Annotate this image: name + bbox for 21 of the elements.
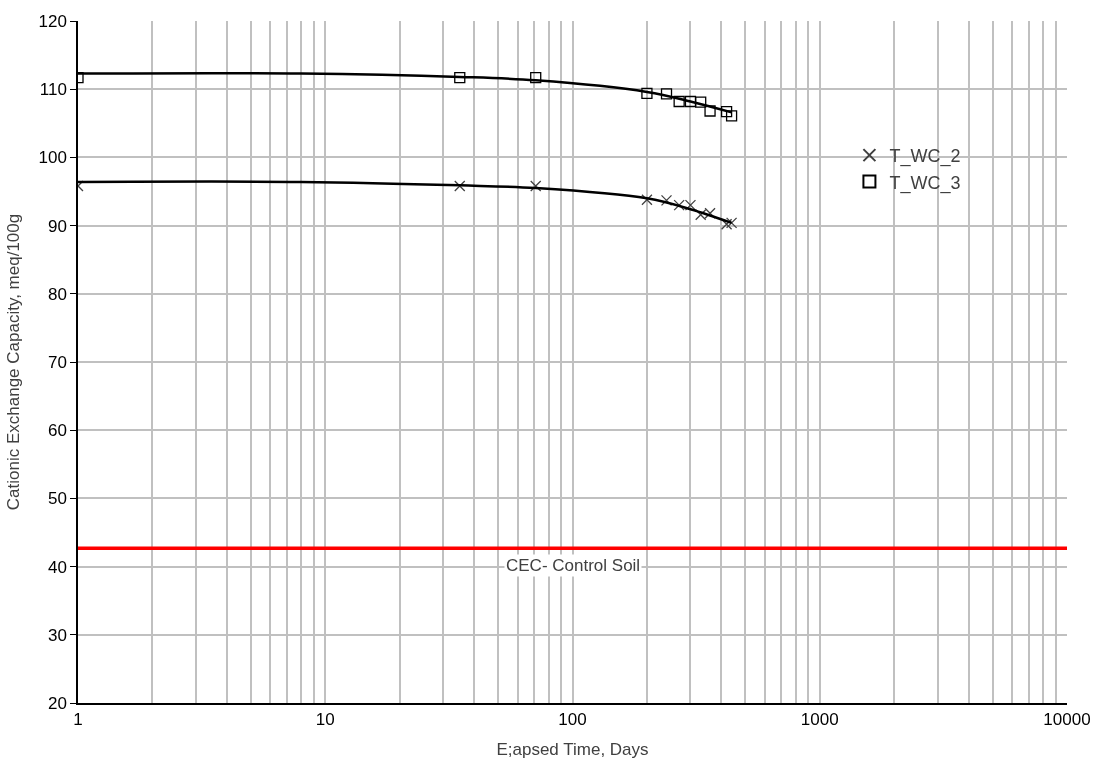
y-tick-label: 40 <box>47 557 67 577</box>
legend-label: T_WC_3 <box>889 172 961 194</box>
y-tick-label: 70 <box>47 352 67 372</box>
x-tick-label: 100 <box>558 710 587 730</box>
y-tick-label: 110 <box>39 80 67 100</box>
y-axis-title: Cationic Exchange Capacity, meq/100g <box>3 213 23 511</box>
x-tick-label: 10 <box>315 710 335 730</box>
ref-line-label: CEC- Control Soil <box>506 556 641 575</box>
legend-label: T_WC_2 <box>889 146 961 168</box>
y-tick-label: 100 <box>38 148 67 168</box>
y-tick-label: 80 <box>47 284 67 304</box>
y-tick-label: 60 <box>47 421 67 441</box>
x-axis-title: E;apsed Time, Days <box>496 740 649 760</box>
x-tick-label: 1000 <box>800 710 839 730</box>
y-tick-label: 50 <box>47 489 67 509</box>
y-tick-label: 90 <box>47 216 67 236</box>
x-tick-label: 1 <box>73 710 83 730</box>
y-tick-label: 20 <box>47 693 67 713</box>
x-tick-label: 10000 <box>1043 710 1091 730</box>
y-tick-label: 30 <box>47 625 67 645</box>
y-tick-label: 120 <box>38 11 67 31</box>
